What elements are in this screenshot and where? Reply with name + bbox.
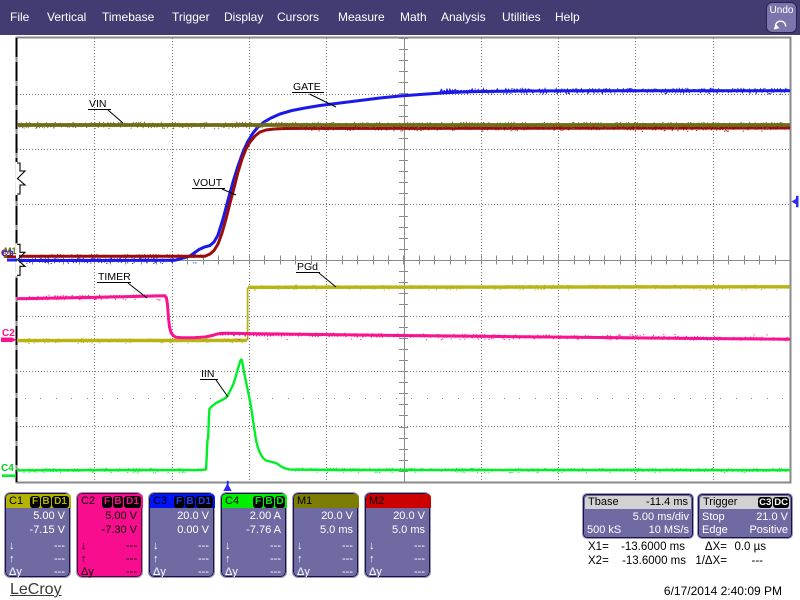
svg-text:IIN: IIN <box>201 368 214 380</box>
svg-text:M1: M1 <box>4 246 17 256</box>
svg-text:GATE: GATE <box>293 81 321 93</box>
svg-text:VOUT: VOUT <box>193 177 223 189</box>
svg-text:C3: C3 <box>2 249 14 259</box>
svg-text:C1: C1 <box>1 248 13 258</box>
svg-text:C2: C2 <box>2 328 15 339</box>
svg-text:PGd: PGd <box>297 261 318 273</box>
svg-text:C4: C4 <box>1 463 14 474</box>
svg-text:TIMER: TIMER <box>98 271 131 283</box>
svg-text:VIN: VIN <box>89 98 107 110</box>
